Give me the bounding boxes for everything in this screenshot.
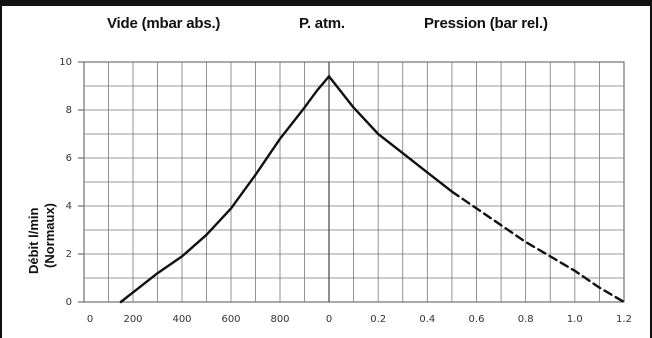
- top-border: [0, 0, 652, 6]
- x-tick-label-pressure: 0.2: [370, 314, 386, 325]
- x-tick-label-pressure: 0.8: [518, 314, 534, 325]
- flow-curve-pressure: [327, 75, 454, 193]
- x-tick-label-vacuum: 200: [123, 314, 142, 325]
- x-tick-label-pressure: 1.2: [616, 314, 632, 325]
- x-tick-label-pressure: 0.4: [419, 314, 435, 325]
- y-tick-label: 0: [66, 297, 72, 308]
- y-tick-label: 10: [59, 57, 72, 68]
- x-tick-label-vacuum: 800: [270, 314, 289, 325]
- y-tick-label: 4: [66, 201, 72, 212]
- flow-curve-vacuum: [119, 75, 331, 304]
- x-tick-label-pressure: 0.6: [469, 314, 485, 325]
- x-tick-label-pressure: 1.0: [567, 314, 583, 325]
- atm-axis-title: P. atm.: [299, 15, 345, 32]
- right-border: [650, 0, 652, 338]
- y-tick-label: 2: [66, 249, 72, 260]
- pressure-axis-title: Pression (bar rel.): [424, 15, 548, 32]
- x-tick-label-vacuum: 0: [87, 314, 93, 325]
- y-tick-label: 8: [66, 105, 72, 116]
- y-tick-label: 6: [66, 153, 72, 164]
- x-tick-label-pressure: 0: [326, 314, 332, 325]
- x-tick-label-vacuum: 400: [172, 314, 191, 325]
- flow-curve-dashed: [450, 190, 626, 304]
- x-tick-label-vacuum: 600: [221, 314, 240, 325]
- vacuum-axis-title: Vide (mbar abs.): [107, 15, 221, 32]
- left-border: [0, 0, 2, 338]
